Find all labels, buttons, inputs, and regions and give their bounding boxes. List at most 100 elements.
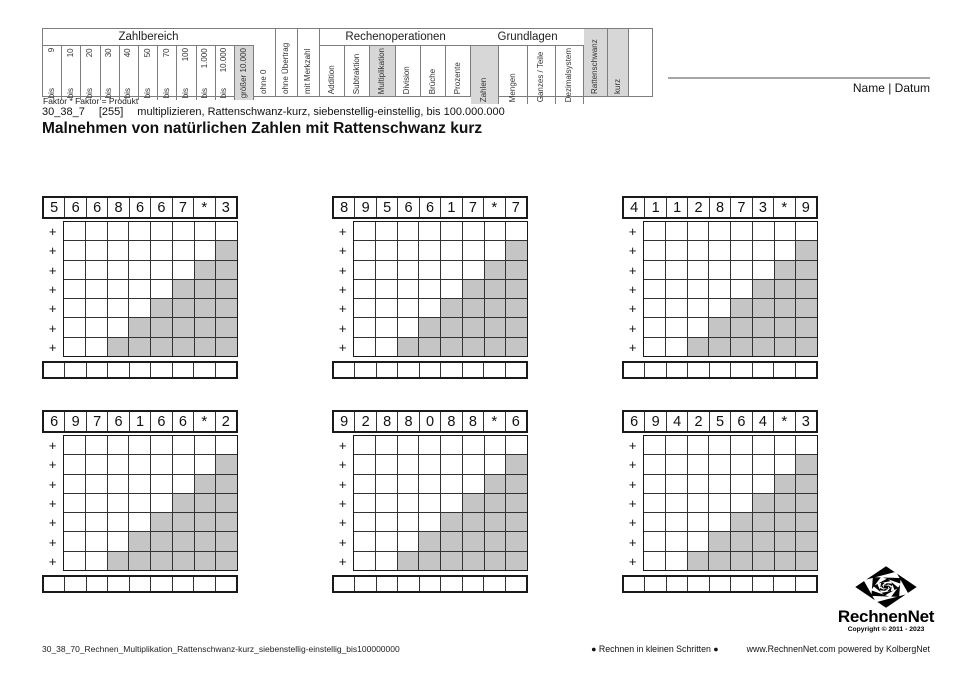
result-cell[interactable] [398, 363, 419, 378]
work-cell[interactable] [484, 241, 506, 260]
work-cell[interactable] [687, 455, 709, 474]
result-cell[interactable] [484, 577, 505, 592]
work-cell[interactable] [354, 551, 375, 571]
result-cell[interactable] [666, 363, 688, 378]
work-cell[interactable] [397, 318, 419, 337]
work-cell[interactable] [172, 241, 194, 260]
work-cell[interactable] [731, 222, 752, 241]
work-cell[interactable] [397, 493, 419, 513]
work-cell[interactable] [194, 436, 216, 455]
work-cell[interactable] [752, 241, 774, 260]
work-cell[interactable] [376, 455, 397, 474]
work-cell[interactable] [644, 513, 665, 532]
work-cell[interactable] [129, 222, 151, 241]
work-cell[interactable] [666, 299, 687, 318]
work-cell[interactable] [687, 436, 709, 455]
work-cell[interactable] [419, 436, 441, 455]
work-cell[interactable] [687, 279, 709, 299]
work-cell[interactable] [709, 474, 731, 493]
work-cell[interactable] [506, 436, 527, 455]
result-cell[interactable] [376, 577, 398, 592]
work-cell[interactable] [354, 455, 375, 474]
work-cell[interactable] [441, 474, 462, 493]
work-cell[interactable] [151, 493, 172, 513]
result-cell[interactable] [172, 577, 194, 592]
result-cell[interactable] [355, 577, 376, 592]
work-cell[interactable] [774, 222, 796, 241]
work-cell[interactable] [64, 551, 85, 571]
work-cell[interactable] [172, 436, 194, 455]
work-cell[interactable] [64, 513, 85, 532]
work-cell[interactable] [354, 474, 375, 493]
work-cell[interactable] [441, 222, 462, 241]
work-cell[interactable] [86, 337, 107, 357]
work-cell[interactable] [687, 318, 709, 337]
work-cell[interactable] [709, 279, 731, 299]
work-cell[interactable] [644, 318, 665, 337]
work-cell[interactable] [172, 474, 194, 493]
result-cell[interactable] [731, 363, 752, 378]
work-cell[interactable] [129, 299, 151, 318]
work-cell[interactable] [441, 493, 462, 513]
work-cell[interactable] [441, 455, 462, 474]
work-cell[interactable] [376, 260, 397, 279]
result-cell[interactable] [86, 363, 108, 378]
result-cell[interactable] [129, 363, 151, 378]
work-cell[interactable] [666, 337, 687, 357]
work-cell[interactable] [709, 513, 731, 532]
work-cell[interactable] [129, 493, 151, 513]
work-cell[interactable] [687, 513, 709, 532]
work-cell[interactable] [376, 532, 397, 551]
work-cell[interactable] [644, 455, 665, 474]
work-cell[interactable] [484, 455, 506, 474]
work-cell[interactable] [752, 455, 774, 474]
work-cell[interactable] [354, 493, 375, 513]
work-cell[interactable] [129, 279, 151, 299]
result-cell[interactable] [688, 363, 709, 378]
work-cell[interactable] [644, 299, 665, 318]
result-cell[interactable] [376, 363, 398, 378]
work-cell[interactable] [129, 513, 151, 532]
work-cell[interactable] [354, 260, 375, 279]
work-cell[interactable] [484, 436, 506, 455]
work-cell[interactable] [172, 455, 194, 474]
work-cell[interactable] [666, 241, 687, 260]
result-cell[interactable] [624, 363, 645, 378]
result-cell[interactable] [334, 577, 355, 592]
work-cell[interactable] [666, 318, 687, 337]
work-cell[interactable] [354, 241, 375, 260]
result-cell[interactable] [151, 363, 172, 378]
work-cell[interactable] [86, 241, 107, 260]
work-cell[interactable] [107, 260, 129, 279]
work-cell[interactable] [666, 455, 687, 474]
work-cell[interactable] [86, 222, 107, 241]
work-cell[interactable] [86, 493, 107, 513]
work-cell[interactable] [194, 241, 216, 260]
work-cell[interactable] [709, 260, 731, 279]
work-cell[interactable] [151, 436, 172, 455]
work-cell[interactable] [752, 260, 774, 279]
work-cell[interactable] [752, 222, 774, 241]
work-cell[interactable] [687, 474, 709, 493]
work-cell[interactable] [64, 474, 85, 493]
work-cell[interactable] [64, 318, 85, 337]
work-cell[interactable] [86, 474, 107, 493]
work-cell[interactable] [107, 513, 129, 532]
work-cell[interactable] [354, 299, 375, 318]
work-cell[interactable] [419, 474, 441, 493]
work-cell[interactable] [354, 222, 375, 241]
work-cell[interactable] [666, 513, 687, 532]
work-cell[interactable] [64, 299, 85, 318]
work-cell[interactable] [644, 436, 665, 455]
result-cell[interactable] [731, 577, 752, 592]
result-cell[interactable] [774, 363, 795, 378]
work-cell[interactable] [687, 260, 709, 279]
result-cell[interactable] [108, 363, 129, 378]
work-cell[interactable] [129, 241, 151, 260]
work-cell[interactable] [107, 532, 129, 551]
result-cell[interactable] [355, 363, 376, 378]
work-cell[interactable] [107, 474, 129, 493]
work-cell[interactable] [796, 436, 817, 455]
result-cell[interactable] [65, 363, 86, 378]
result-cell[interactable] [709, 577, 731, 592]
